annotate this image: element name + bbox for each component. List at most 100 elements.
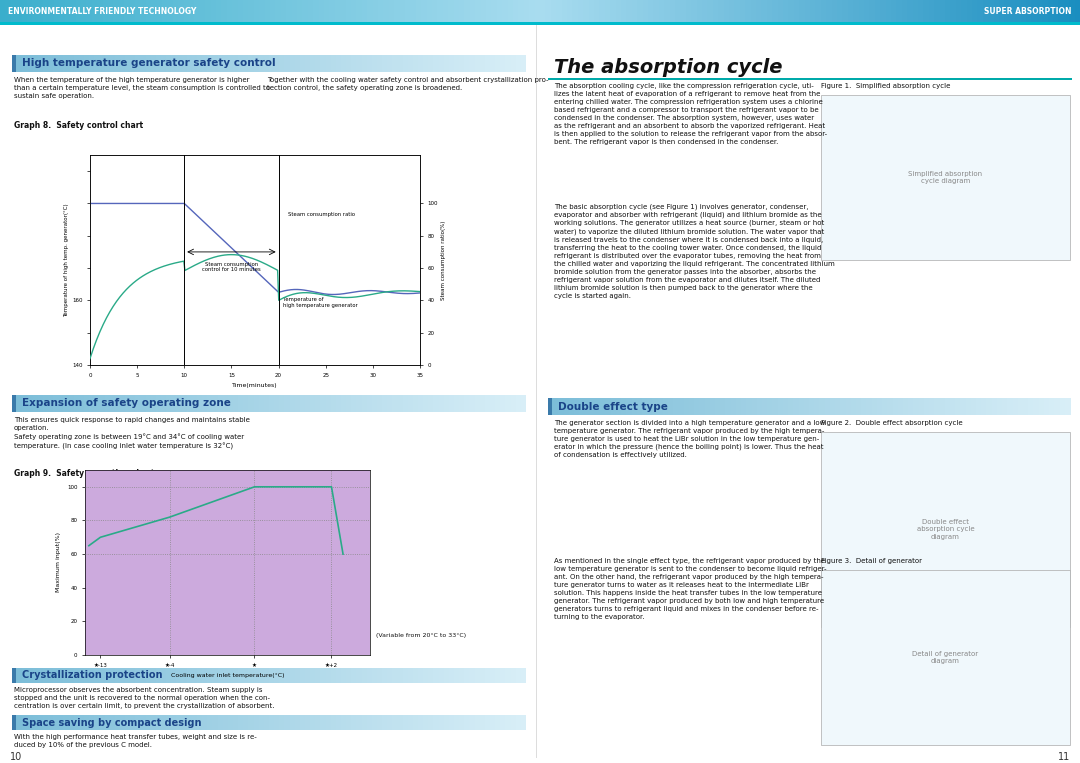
Text: Expansion of safety operating zone: Expansion of safety operating zone: [22, 398, 231, 408]
Bar: [798, 398, 805, 415]
Bar: [94, 715, 99, 730]
Bar: [202, 668, 207, 683]
Text: Figure 2.  Double effect absorption cycle: Figure 2. Double effect absorption cycle: [821, 420, 962, 426]
Bar: [161, 395, 166, 412]
Bar: [474, 395, 481, 412]
Bar: [151, 668, 157, 683]
Bar: [432, 0, 437, 22]
Bar: [663, 398, 669, 415]
Bar: [110, 715, 116, 730]
Bar: [156, 55, 162, 72]
Bar: [388, 715, 393, 730]
Bar: [53, 715, 58, 730]
Bar: [222, 395, 228, 412]
Text: Space saving by compact design: Space saving by compact design: [22, 717, 202, 727]
Text: As mentioned in the single effect type, the refrigerant vapor produced by the
lo: As mentioned in the single effect type, …: [554, 558, 826, 620]
Bar: [264, 395, 270, 412]
Bar: [490, 55, 496, 72]
Bar: [324, 0, 329, 22]
Text: ENVIRONMENTALLY FRIENDLY TECHNOLOGY: ENVIRONMENTALLY FRIENDLY TECHNOLOGY: [8, 8, 197, 17]
Bar: [767, 398, 773, 415]
Bar: [579, 398, 585, 415]
Bar: [197, 715, 203, 730]
Bar: [228, 715, 233, 730]
Bar: [433, 395, 440, 412]
Bar: [217, 55, 224, 72]
Text: The absorption cycle: The absorption cycle: [554, 58, 783, 77]
Bar: [454, 0, 459, 22]
Text: Simplified absorption
cycle diagram: Simplified absorption cycle diagram: [908, 171, 983, 184]
Bar: [923, 398, 930, 415]
Bar: [73, 668, 79, 683]
Bar: [892, 398, 899, 415]
Bar: [413, 715, 419, 730]
Bar: [64, 55, 69, 72]
Bar: [351, 395, 356, 412]
Bar: [43, 668, 49, 683]
Bar: [289, 668, 295, 683]
Bar: [243, 0, 248, 22]
Bar: [1026, 0, 1031, 22]
Bar: [729, 0, 734, 22]
Bar: [22, 0, 27, 22]
Bar: [125, 55, 131, 72]
Bar: [600, 398, 606, 415]
Bar: [346, 668, 352, 683]
Bar: [521, 395, 526, 412]
Bar: [955, 398, 961, 415]
Text: Steam consumption ratio: Steam consumption ratio: [288, 211, 355, 217]
Bar: [986, 398, 993, 415]
Bar: [99, 715, 105, 730]
Bar: [923, 0, 929, 22]
Bar: [480, 715, 485, 730]
Bar: [48, 668, 54, 683]
Bar: [423, 715, 429, 730]
Bar: [114, 395, 121, 412]
Bar: [181, 395, 187, 412]
Bar: [495, 395, 501, 412]
Bar: [851, 398, 856, 415]
Bar: [516, 668, 522, 683]
Bar: [377, 668, 382, 683]
Bar: [991, 398, 998, 415]
Bar: [778, 398, 783, 415]
Bar: [840, 398, 846, 415]
Bar: [289, 55, 295, 72]
Bar: [444, 395, 449, 412]
Bar: [1017, 398, 1024, 415]
Bar: [146, 395, 151, 412]
Bar: [902, 0, 907, 22]
Bar: [156, 715, 162, 730]
Text: Figure 1.  Simplified absorption cycle: Figure 1. Simplified absorption cycle: [821, 83, 950, 89]
Bar: [438, 55, 444, 72]
Bar: [131, 668, 136, 683]
Bar: [68, 668, 75, 683]
Bar: [59, 0, 65, 22]
Bar: [335, 0, 340, 22]
Bar: [490, 668, 496, 683]
Bar: [715, 398, 720, 415]
Bar: [254, 395, 259, 412]
Bar: [197, 668, 203, 683]
Bar: [356, 668, 362, 683]
Bar: [569, 398, 575, 415]
Bar: [12, 395, 16, 412]
Text: High temperature generator safety control: High temperature generator safety contro…: [22, 59, 275, 69]
Bar: [187, 715, 192, 730]
Bar: [670, 0, 675, 22]
Bar: [99, 55, 105, 72]
Bar: [280, 395, 285, 412]
Bar: [295, 668, 300, 683]
Bar: [418, 395, 423, 412]
Bar: [194, 0, 200, 22]
Bar: [192, 395, 198, 412]
Bar: [648, 0, 653, 22]
Bar: [502, 0, 508, 22]
Bar: [761, 0, 767, 22]
Bar: [48, 55, 54, 72]
Bar: [1059, 398, 1065, 415]
Bar: [896, 0, 902, 22]
Bar: [564, 398, 569, 415]
Bar: [32, 395, 38, 412]
Bar: [274, 715, 280, 730]
